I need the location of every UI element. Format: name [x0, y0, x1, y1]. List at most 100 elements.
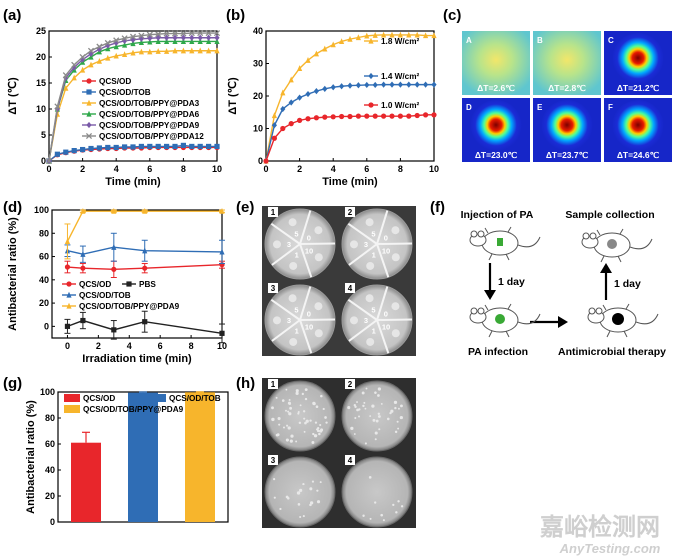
- bar: [71, 442, 101, 522]
- colony-spot: [350, 240, 359, 249]
- colony: [319, 481, 322, 484]
- legend-label: QCS/OD/TOB: [169, 394, 221, 403]
- data-point: [54, 151, 60, 157]
- data-point: [113, 43, 119, 50]
- data-point: [189, 34, 195, 41]
- plot-frame: [265, 30, 435, 162]
- y-tick-label: 25: [36, 26, 46, 36]
- y-tick-label: 10: [36, 104, 46, 114]
- plate-number-box: [345, 283, 355, 293]
- data-point: [88, 145, 94, 152]
- colony-spot: [288, 218, 297, 227]
- colony: [354, 417, 357, 420]
- data-point: [297, 94, 303, 101]
- plate-divider: [270, 299, 301, 321]
- colony: [362, 514, 365, 517]
- data-point: [423, 32, 429, 39]
- sector-label: 10: [382, 246, 390, 255]
- data-point: [389, 31, 395, 38]
- mouse-tail: [517, 236, 541, 248]
- x-axis-label: Time (min): [105, 176, 161, 188]
- data-point: [288, 121, 294, 127]
- legend-label: QCS/OD/TOB/PPY@PDA9: [83, 405, 184, 414]
- colony: [365, 387, 368, 390]
- data-point: [297, 65, 303, 71]
- data-point: [64, 238, 71, 245]
- data-point: [130, 144, 136, 150]
- colony: [309, 501, 314, 505]
- data-point: [80, 265, 86, 271]
- data-point: [155, 48, 161, 54]
- colony: [319, 423, 322, 427]
- colony: [295, 389, 299, 393]
- colony: [316, 489, 319, 492]
- colony: [324, 416, 327, 419]
- data-point: [397, 81, 403, 88]
- colony: [295, 391, 299, 396]
- data-point: [88, 61, 94, 68]
- colony: [273, 496, 276, 499]
- mouse-injection: [469, 226, 541, 261]
- data-point: [219, 330, 225, 336]
- data-point: [197, 47, 203, 54]
- watermark-cn: 嘉峪检测网: [540, 513, 660, 541]
- sector-label: 0: [384, 233, 388, 242]
- mouse-legs: [484, 226, 512, 261]
- data-point: [339, 113, 345, 120]
- colony: [289, 439, 293, 443]
- colony: [374, 501, 377, 504]
- x-tick-label: 6: [147, 164, 152, 174]
- data-point: [271, 122, 277, 129]
- y-tick-label: 0: [258, 156, 263, 166]
- legend-label: PBS: [139, 280, 156, 289]
- data-point: [113, 52, 119, 59]
- data-point: [414, 112, 420, 119]
- data-point: [431, 81, 437, 88]
- data-point: [364, 81, 370, 89]
- colony-spot: [350, 316, 359, 325]
- y-tick-label: 100: [34, 205, 49, 215]
- colony: [277, 417, 281, 421]
- thermal-letter: E: [537, 103, 543, 112]
- colony: [377, 412, 381, 415]
- plot-frame: [48, 30, 218, 162]
- mouse-ear: [477, 230, 485, 238]
- colony-spot: [391, 329, 400, 338]
- data-point: [130, 40, 136, 47]
- thermal-value: ΔT=24.6℃: [617, 150, 660, 160]
- legend-label: QCS/OD/TOB/PPY@PDA12: [99, 132, 204, 141]
- sector-label: 3: [364, 240, 368, 249]
- colony: [298, 421, 302, 425]
- data-point: [214, 143, 220, 150]
- mouse-infection: [469, 303, 541, 338]
- mouse-ear: [477, 307, 485, 315]
- colony-spot: [314, 329, 323, 338]
- y-tick-label: 20: [39, 298, 49, 308]
- plate-divider: [347, 223, 378, 245]
- colony: [356, 408, 359, 412]
- data-point: [197, 38, 203, 44]
- thermal-letter: B: [537, 36, 543, 45]
- data-point: [87, 47, 95, 54]
- x-tick-label: 0: [65, 341, 70, 351]
- data-point: [180, 142, 186, 148]
- data-point: [381, 81, 387, 88]
- agar-plate: [264, 456, 336, 528]
- colony: [285, 388, 288, 391]
- data-point: [180, 34, 186, 41]
- plate-number-box: [268, 207, 278, 217]
- data-point: [138, 39, 144, 46]
- plate-number: 4: [348, 284, 353, 293]
- sector-label: 1: [295, 327, 299, 336]
- data-point: [122, 144, 128, 150]
- data-point: [205, 30, 212, 37]
- y-tick-label: 80: [39, 228, 49, 238]
- colony: [397, 500, 400, 503]
- y-tick-label: 100: [40, 387, 55, 397]
- arrow-down-label: 1 day: [498, 276, 525, 288]
- data-point: [214, 34, 220, 41]
- y-tick-label: 80: [45, 413, 55, 423]
- sector-label: 0: [307, 233, 311, 242]
- step-therapy-label: Antimicrobial therapy: [558, 346, 666, 358]
- colony: [371, 404, 375, 408]
